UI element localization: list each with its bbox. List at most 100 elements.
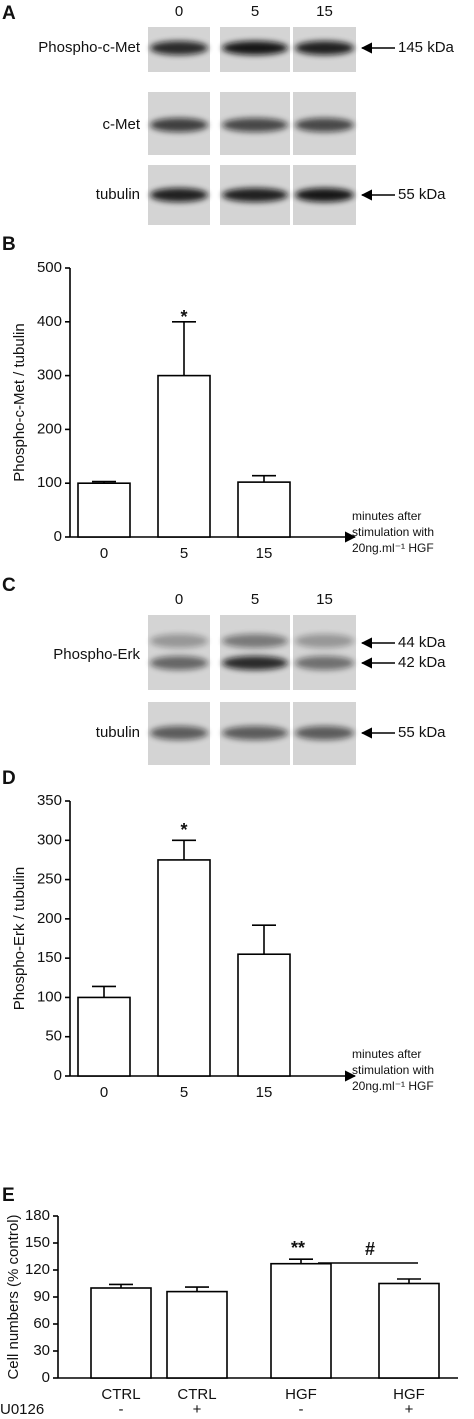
- lane-label: 5: [251, 3, 259, 20]
- x-axis-label: minutes after: [352, 509, 421, 523]
- x-tick-label: 5: [180, 1084, 188, 1101]
- panel-label: B: [2, 234, 16, 255]
- treatment-value: -: [119, 1401, 124, 1418]
- annotation: *: [180, 820, 187, 840]
- annotation: #: [365, 1239, 375, 1259]
- y-tick-label: 0: [54, 528, 62, 545]
- row-label: Phospho-Erk: [53, 646, 140, 663]
- row-label: tubulin: [96, 186, 140, 203]
- bar: [77, 996, 131, 1077]
- x-tick-label: CTRL: [101, 1386, 140, 1403]
- row-label: c-Met: [103, 116, 141, 133]
- blot-band: [150, 726, 208, 740]
- treatment-label: U0126: [0, 1401, 44, 1418]
- blot-band: [295, 118, 354, 132]
- blot-band: [295, 188, 354, 202]
- y-axis-label: Cell numbers (% control): [5, 1214, 22, 1379]
- marker-label: 55 kDa: [398, 186, 446, 203]
- bar: [237, 953, 291, 1077]
- bar: [378, 1282, 440, 1379]
- panel-label: D: [2, 768, 16, 789]
- y-tick-label: 500: [37, 259, 62, 276]
- row-label: Phospho-c-Met: [38, 39, 141, 56]
- y-tick-label: 300: [37, 831, 62, 848]
- blot-band: [295, 41, 354, 55]
- x-axis-label: 20ng.ml⁻¹ HGF: [352, 1079, 434, 1093]
- y-tick-label: 60: [33, 1315, 50, 1332]
- y-tick-label: 250: [37, 871, 62, 888]
- bar: [90, 1287, 152, 1379]
- lane-label: 15: [316, 591, 333, 608]
- y-tick-label: 200: [37, 420, 62, 437]
- blot-band: [295, 634, 354, 648]
- y-axis-label: Phospho-c-Met / tubulin: [11, 323, 28, 481]
- row-label: tubulin: [96, 724, 140, 741]
- x-axis-label: minutes after: [352, 1047, 421, 1061]
- treatment-value: +: [193, 1401, 202, 1418]
- x-axis-label: 20ng.ml⁻¹ HGF: [352, 541, 434, 555]
- treatment-value: -: [299, 1401, 304, 1418]
- annotation: **: [291, 1238, 305, 1258]
- lane-label: 5: [251, 591, 259, 608]
- y-tick-label: 100: [37, 988, 62, 1005]
- bar: [77, 482, 131, 538]
- blot-band: [150, 118, 208, 132]
- x-tick-label: HGF: [393, 1386, 425, 1403]
- x-tick-label: 0: [100, 1084, 108, 1101]
- blot-band: [222, 188, 288, 202]
- x-tick-label: CTRL: [177, 1386, 216, 1403]
- y-tick-label: 200: [37, 910, 62, 927]
- blot-band: [222, 634, 288, 648]
- x-axis-label: stimulation with: [352, 1063, 434, 1077]
- marker-label: 44 kDa: [398, 634, 446, 651]
- y-tick-label: 350: [37, 792, 62, 809]
- y-tick-label: 90: [33, 1288, 50, 1305]
- blot-band: [295, 726, 354, 740]
- y-tick-label: 50: [45, 1028, 62, 1045]
- y-tick-label: 100: [37, 474, 62, 491]
- x-tick-label: 5: [180, 545, 188, 562]
- treatment-value: +: [405, 1401, 414, 1418]
- marker-label: 42 kDa: [398, 654, 446, 671]
- blot-band: [150, 188, 208, 202]
- y-axis-label: Phospho-Erk / tubulin: [11, 867, 28, 1010]
- lane-label: 15: [316, 3, 333, 20]
- blot-band: [295, 656, 354, 670]
- panel-label: A: [2, 3, 16, 24]
- bar: [166, 1290, 228, 1379]
- lane-label: 0: [175, 591, 183, 608]
- annotation: *: [180, 307, 187, 327]
- y-tick-label: 300: [37, 367, 62, 384]
- bar: [237, 481, 291, 538]
- y-tick-label: 0: [54, 1067, 62, 1084]
- x-tick-label: HGF: [285, 1386, 317, 1403]
- lane-label: 0: [175, 3, 183, 20]
- blot-band: [150, 634, 208, 648]
- y-tick-label: 0: [42, 1369, 50, 1386]
- bar: [270, 1262, 332, 1379]
- y-tick-label: 120: [25, 1261, 50, 1278]
- blot-band: [222, 726, 288, 740]
- x-axis-label: stimulation with: [352, 525, 434, 539]
- y-tick-label: 150: [37, 949, 62, 966]
- blot-lane: [148, 615, 210, 690]
- x-tick-label: 15: [256, 1084, 273, 1101]
- blot-lane: [220, 615, 290, 690]
- y-tick-label: 30: [33, 1342, 50, 1359]
- blot-band: [222, 118, 288, 132]
- marker-label: 55 kDa: [398, 724, 446, 741]
- blot-band: [150, 656, 208, 670]
- y-tick-label: 150: [25, 1234, 50, 1251]
- x-tick-label: 15: [256, 545, 273, 562]
- marker-label: 145 kDa: [398, 39, 455, 56]
- panel-label: E: [2, 1185, 15, 1206]
- bar: [157, 859, 211, 1077]
- x-tick-label: 0: [100, 545, 108, 562]
- blot-band: [222, 656, 288, 670]
- blot-band: [222, 41, 288, 55]
- blot-lane: [293, 615, 356, 690]
- y-tick-label: 180: [25, 1207, 50, 1224]
- panel-label: C: [2, 575, 16, 596]
- y-tick-label: 400: [37, 313, 62, 330]
